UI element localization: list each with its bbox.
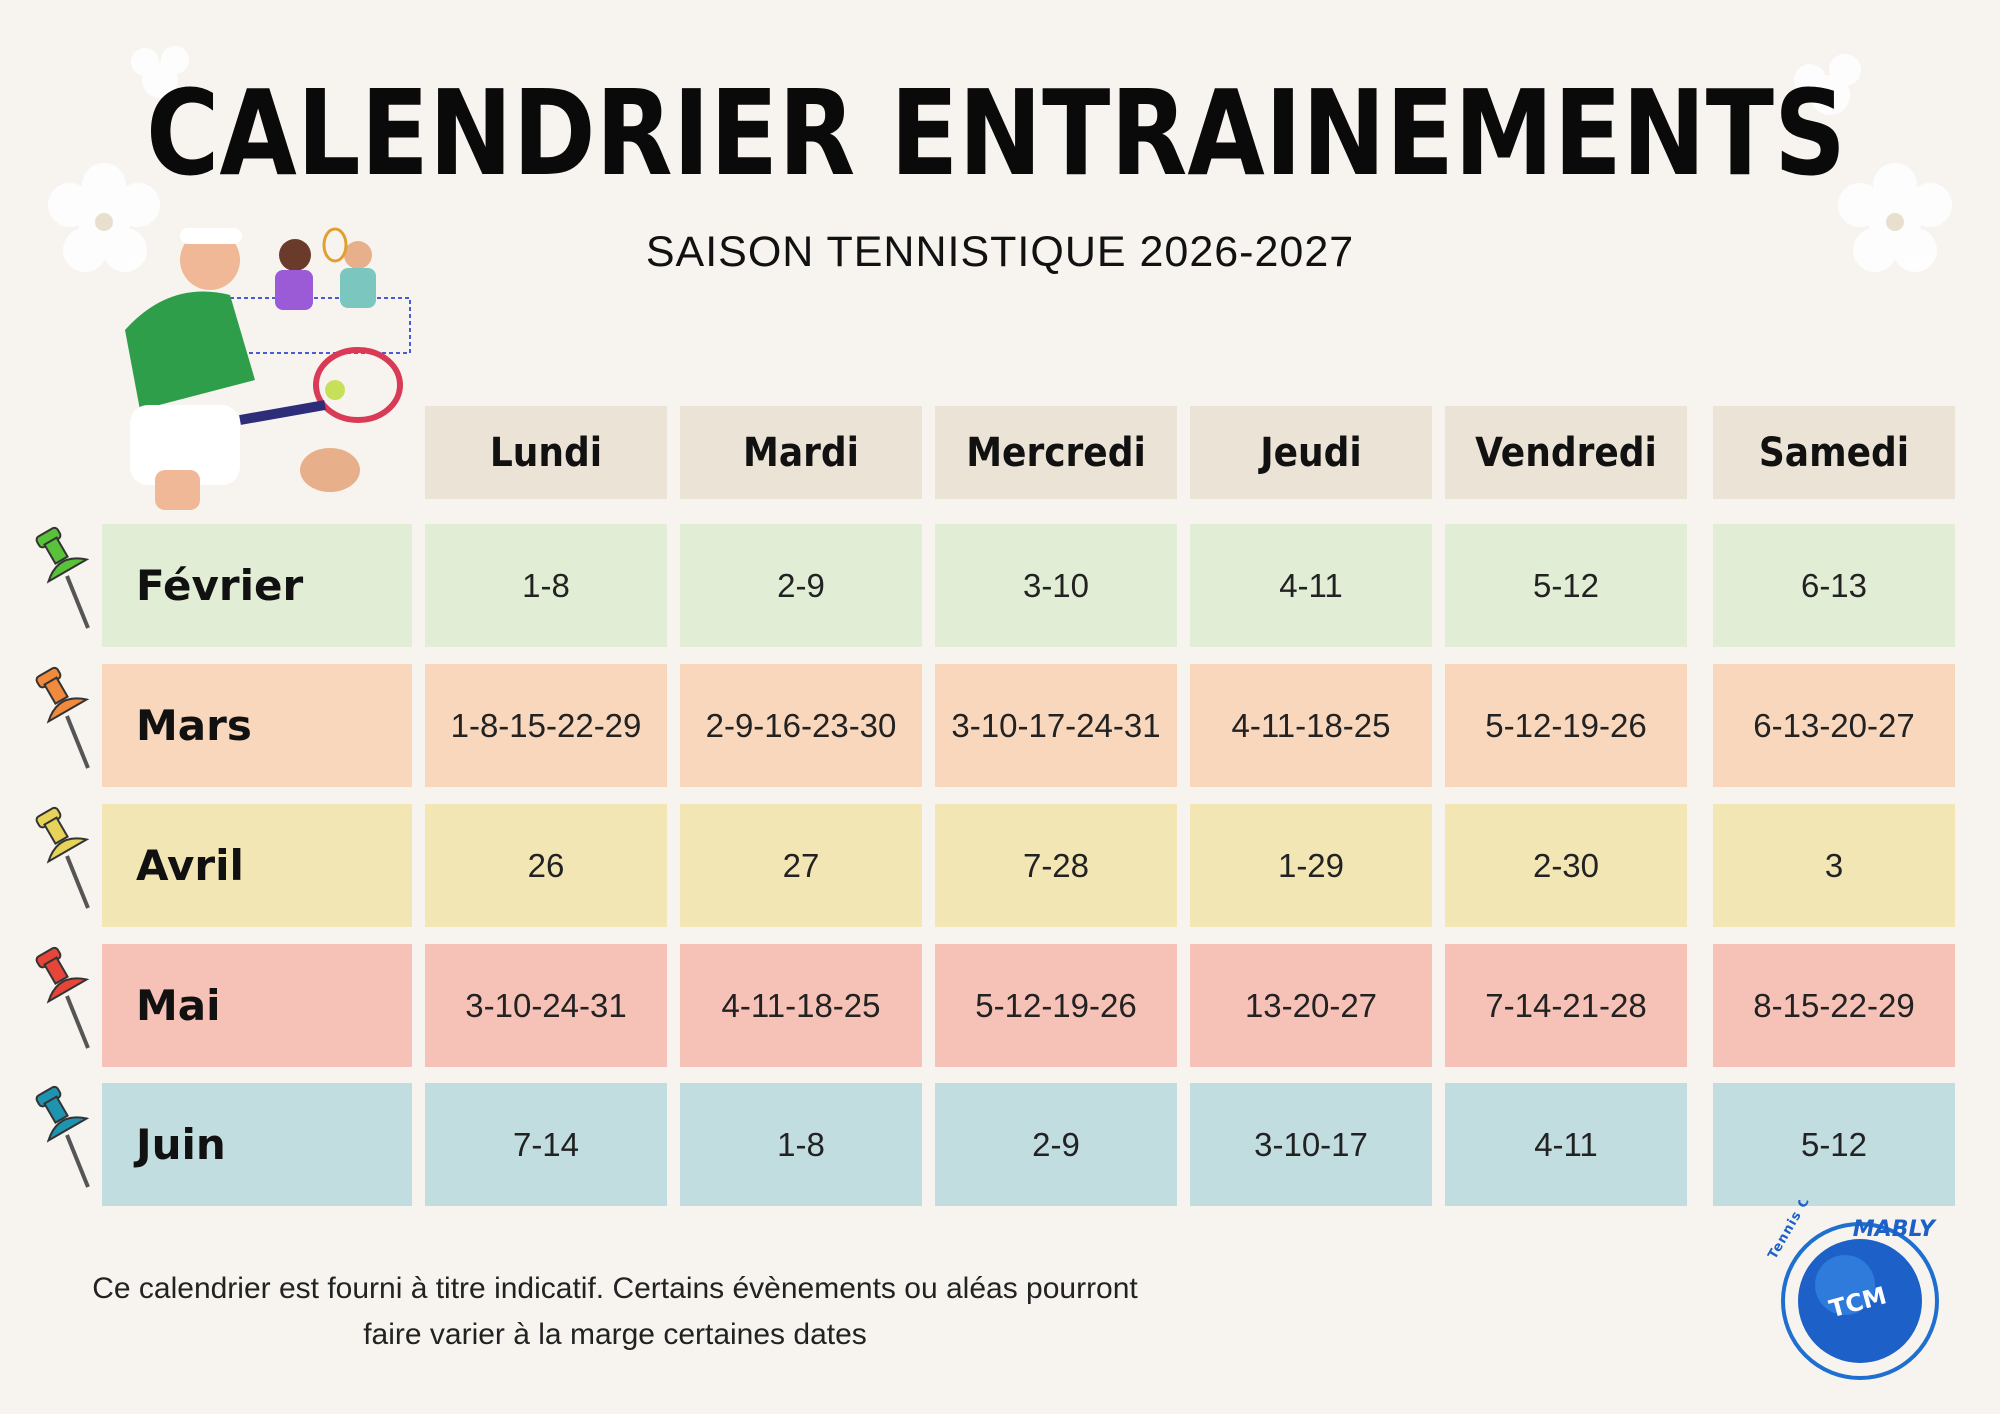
date-cell: 4-11	[1190, 524, 1432, 647]
month-label: Avril	[102, 804, 412, 927]
date-cell: 13-20-27	[1190, 944, 1432, 1067]
month-label: Février	[102, 524, 412, 647]
date-cell: 3-10-17	[1190, 1083, 1432, 1206]
date-cell: 7-28	[935, 804, 1177, 927]
date-cell: 4-11	[1445, 1083, 1687, 1206]
date-cell: 1-8	[425, 524, 667, 647]
subtitle: SAISON TENNISTIQUE 2026-2027	[645, 228, 1355, 276]
column-header: Jeudi	[1190, 406, 1432, 499]
pushpin	[35, 666, 90, 769]
date-cell: 3	[1713, 804, 1955, 927]
logo-mark	[1781, 1222, 1939, 1380]
column-header: Mardi	[680, 406, 922, 499]
date-cell: 1-8-15-22-29	[425, 664, 667, 787]
date-cell: 5-12-19-26	[1445, 664, 1687, 787]
footer-line: Ce calendrier est fourni à titre indicat…	[92, 1272, 1138, 1305]
date-cell: 26	[425, 804, 667, 927]
logo: MABLY Tennis Club TCM	[1765, 1200, 1937, 1323]
pushpin	[35, 526, 90, 629]
date-cell: 27	[680, 804, 922, 927]
title-block: CALENDRIER ENTRAINEMENTS	[146, 64, 1846, 202]
column-header: Lundi	[425, 406, 667, 499]
date-cell: 1-29	[1190, 804, 1432, 927]
date-cell: 8-15-22-29	[1713, 944, 1955, 1067]
date-cell: 7-14	[425, 1083, 667, 1206]
date-cell: 1-8	[680, 1083, 922, 1206]
date-cell: 5-12	[1713, 1083, 1955, 1206]
tennis-illustration	[125, 227, 411, 510]
month-label: Mars	[102, 664, 412, 787]
date-cell: 5-12-19-26	[935, 944, 1177, 1067]
date-cell: 3-10	[935, 524, 1177, 647]
pushpin	[35, 1085, 90, 1188]
logo-club: Tennis Club	[1765, 1200, 1825, 1262]
date-cell: 6-13-20-27	[1713, 664, 1955, 787]
date-cell: 2-9	[680, 524, 922, 647]
date-cell: 2-9	[935, 1083, 1177, 1206]
month-label: Juin	[102, 1083, 412, 1206]
date-cell: 4-11-18-25	[1190, 664, 1432, 787]
column-header: Vendredi	[1445, 406, 1687, 499]
date-cell: 6-13	[1713, 524, 1955, 647]
logo-name: MABLY	[1853, 1217, 1937, 1242]
pushpin	[35, 806, 90, 909]
month-label: Mai	[102, 944, 412, 1067]
date-cell: 3-10-24-31	[425, 944, 667, 1067]
column-header: Mercredi	[935, 406, 1177, 499]
footer-line: faire varier à la marge certaines dates	[363, 1318, 867, 1351]
logo-initials: TCM	[1826, 1281, 1889, 1323]
date-cell: 3-10-17-24-31	[935, 664, 1177, 787]
date-cell: 4-11-18-25	[680, 944, 922, 1067]
date-cell: 5-12	[1445, 524, 1687, 647]
pushpin	[35, 946, 90, 1049]
column-header: Samedi	[1713, 406, 1955, 499]
date-cell: 2-9-16-23-30	[680, 664, 922, 787]
date-cell: 2-30	[1445, 804, 1687, 927]
date-cell: 7-14-21-28	[1445, 944, 1687, 1067]
title: CALENDRIER ENTRAINEMENTS	[146, 64, 1846, 202]
